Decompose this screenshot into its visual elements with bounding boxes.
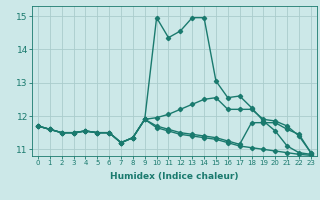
- X-axis label: Humidex (Indice chaleur): Humidex (Indice chaleur): [110, 172, 239, 181]
